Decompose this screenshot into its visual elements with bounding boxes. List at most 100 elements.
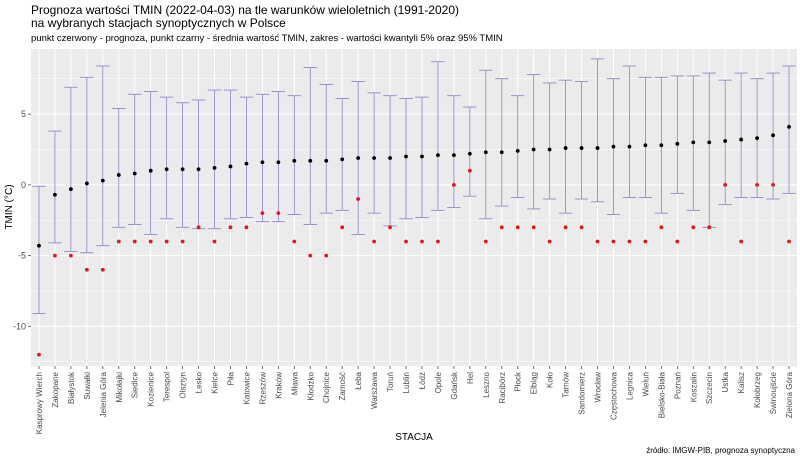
- chart-title-line2: na wybranych stacjach synoptycznych w Po…: [31, 16, 286, 30]
- x-tick-label: Lesko: [195, 371, 204, 393]
- range-bar: [223, 89, 238, 220]
- x-tick-label: Gdańsk: [450, 371, 459, 400]
- mean-point: [611, 144, 616, 149]
- range-bar: [207, 89, 222, 230]
- mean-point: [388, 156, 392, 160]
- mean-point: [643, 143, 648, 148]
- forecast-point: [707, 225, 712, 230]
- mean-point: [372, 156, 377, 160]
- range-bar: [319, 83, 333, 214]
- x-tick-label: Tarnów: [562, 372, 571, 398]
- x-tick-label: Suwałki: [83, 372, 92, 400]
- forecast-point: [451, 182, 456, 187]
- chart-title: Prognoza wartości TMIN (2022-04-03) na t…: [31, 3, 459, 17]
- quantile-ranges: [32, 58, 796, 315]
- mean-point: [244, 161, 249, 166]
- mean-point: [196, 167, 201, 172]
- mean-point: [164, 167, 169, 172]
- range-bar: [638, 76, 653, 198]
- source-caption: źródło: IMGW-PIB, prognoza synoptyczna: [646, 446, 795, 455]
- range-bar: [175, 102, 190, 228]
- forecast-point: [276, 211, 281, 216]
- forecast-point: [627, 239, 632, 244]
- y-tick-label: 5: [21, 109, 26, 119]
- range-bar: [367, 92, 381, 214]
- x-tick-label: Olsztyn: [179, 372, 188, 399]
- y-axis-title: TMIN (°C): [4, 184, 15, 229]
- range-bar: [511, 95, 525, 198]
- range-bar: [526, 74, 541, 210]
- x-tick-label: Piła: [226, 371, 235, 385]
- mean-point: [356, 156, 361, 160]
- forecast-point: [244, 225, 249, 230]
- forecast-point: [404, 239, 408, 244]
- forecast-point: [292, 239, 297, 244]
- range-bar: [64, 86, 78, 252]
- mean-point: [691, 140, 696, 145]
- range-bar: [335, 98, 349, 211]
- x-tick-label: Kołobrzeg: [753, 372, 762, 408]
- mean-point: [212, 165, 217, 170]
- range-bar: [303, 66, 317, 225]
- x-tick-label: Mława: [290, 371, 299, 395]
- x-tick-label: Wrocław: [594, 372, 603, 403]
- range-bar: [542, 82, 557, 200]
- mean-point: [739, 137, 744, 142]
- range-bar: [32, 185, 46, 315]
- x-tick-label: Jelenia Góra: [99, 371, 108, 417]
- forecast-point: [563, 225, 568, 230]
- x-tick-label: Zamość: [338, 372, 347, 400]
- x-tick-label: Sandomierz: [578, 372, 587, 415]
- range-bar: [479, 69, 493, 220]
- x-tick-label: Wieluń: [641, 372, 650, 396]
- range-bar: [159, 96, 174, 220]
- forecast-point: [531, 225, 536, 230]
- mean-point: [531, 147, 536, 152]
- mean-point: [675, 141, 680, 146]
- x-tick-label: Rzeszów: [258, 372, 267, 405]
- mean-point: [404, 154, 408, 159]
- x-tick-label: Świnoujście: [769, 371, 778, 414]
- range-bar: [734, 72, 748, 198]
- range-bar: [670, 75, 685, 194]
- x-tick-label: Hel: [466, 372, 475, 384]
- forecast-point: [100, 267, 105, 272]
- forecast-point: [611, 239, 616, 244]
- forecast-point: [388, 225, 392, 230]
- x-tick-label: Bielsko-Biała: [657, 371, 666, 418]
- forecast-point: [212, 239, 217, 244]
- mean-point: [659, 143, 664, 148]
- y-tick-label: 0: [21, 180, 26, 190]
- x-axis-ticks: Kasprowy Wierch Zakopane Białystok Suwałki J…: [35, 366, 794, 434]
- forecast-point: [515, 225, 520, 230]
- mean-point: [563, 146, 568, 150]
- mean-point: [276, 160, 281, 165]
- range-bar: [463, 106, 477, 197]
- forecast-point: [771, 182, 775, 187]
- mean-point: [707, 140, 712, 145]
- forecast-point: [37, 352, 41, 357]
- x-tick-label: Opole: [434, 371, 443, 393]
- plot-panel: [31, 49, 797, 366]
- mean-point: [499, 150, 504, 155]
- forecast-point: [499, 225, 504, 230]
- x-tick-label: Kozienice: [147, 371, 156, 406]
- forecast-point: [180, 239, 185, 244]
- x-tick-label: Legnica: [625, 371, 634, 400]
- mean-point: [787, 124, 791, 129]
- mean-point: [420, 154, 424, 159]
- x-tick-label: Poznań: [673, 372, 682, 399]
- mean-point: [68, 187, 73, 192]
- mean-point: [116, 173, 121, 177]
- forecast-point: [260, 211, 265, 216]
- mean-point: [53, 192, 57, 197]
- forecast-point: [483, 239, 488, 244]
- mean-points: [37, 124, 791, 248]
- forecast-point: [547, 239, 552, 244]
- range-bar: [495, 78, 509, 207]
- y-axis-ticks: -10 -5 0 5: [13, 109, 31, 331]
- x-tick-label: Ustka: [721, 371, 730, 392]
- range-bar: [399, 98, 413, 220]
- x-tick-label: Leszno: [482, 371, 491, 397]
- chart-subtitle: punkt czerwony - prognoza, punkt czarny …: [31, 33, 503, 44]
